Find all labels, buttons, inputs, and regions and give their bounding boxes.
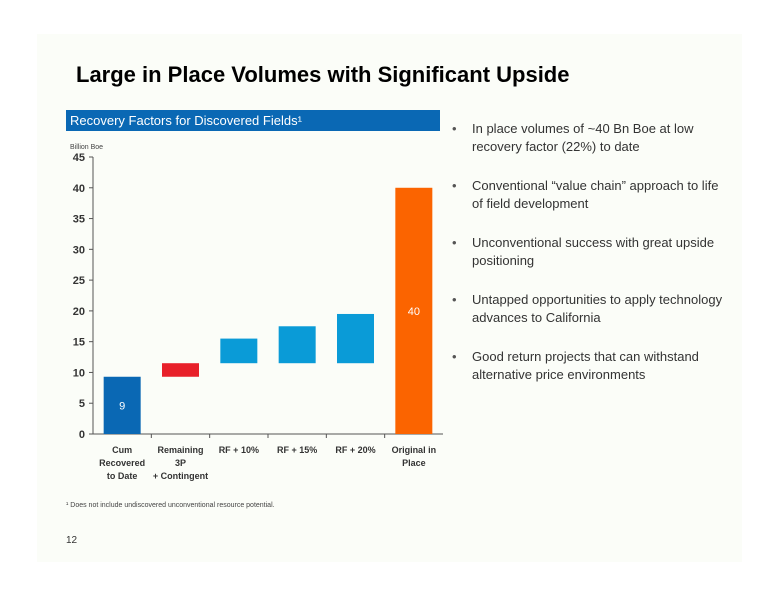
y-tick-label: 30 [73, 244, 85, 256]
bar [162, 363, 199, 377]
chart-header: Recovery Factors for Discovered Fields¹ [66, 110, 440, 131]
bar [395, 187, 433, 434]
bullet-list: In place volumes of ~40 Bn Boe at low re… [450, 120, 730, 405]
bar [337, 313, 374, 364]
y-tick-label: 20 [73, 306, 85, 318]
bar-data-label: 9 [119, 400, 125, 412]
footnote: ¹ Does not include undiscovered unconven… [66, 502, 275, 509]
x-tick-label: RF + 20% [335, 445, 375, 455]
bar [278, 326, 316, 364]
y-tick-label: 0 [79, 429, 85, 441]
x-tick-label: Cum Recovered to Date [99, 445, 145, 481]
x-tick-label: RF + 15% [277, 445, 317, 455]
bar [220, 338, 258, 364]
bullet-item: Conventional “value chain” approach to l… [450, 177, 730, 213]
bullet-item: Untapped opportunities to apply technolo… [450, 291, 730, 327]
y-tick-label: 25 [73, 275, 85, 287]
bar-data-label: 40 [408, 306, 420, 318]
x-tick-label: Original in Place [392, 445, 437, 468]
y-tick-label: 40 [73, 183, 85, 195]
x-tick-label: Remaining 3P + Contingent [153, 445, 208, 481]
bullet-item: Unconventional success with great upside… [450, 234, 730, 270]
y-axis-label: Billion Boe [70, 144, 103, 151]
y-tick-label: 35 [73, 214, 85, 226]
y-tick-label: 10 [73, 367, 85, 379]
bullet-item: Good return projects that can withstand … [450, 348, 730, 384]
bullet-item: In place volumes of ~40 Bn Boe at low re… [450, 120, 730, 156]
y-tick-label: 5 [79, 398, 85, 410]
bar [103, 376, 141, 434]
page-number: 12 [66, 535, 78, 546]
y-tick-label: 45 [73, 152, 85, 164]
y-tick-label: 15 [73, 337, 85, 349]
x-tick-label: RF + 10% [219, 445, 259, 455]
slide-title: Large in Place Volumes with Significant … [76, 62, 570, 87]
